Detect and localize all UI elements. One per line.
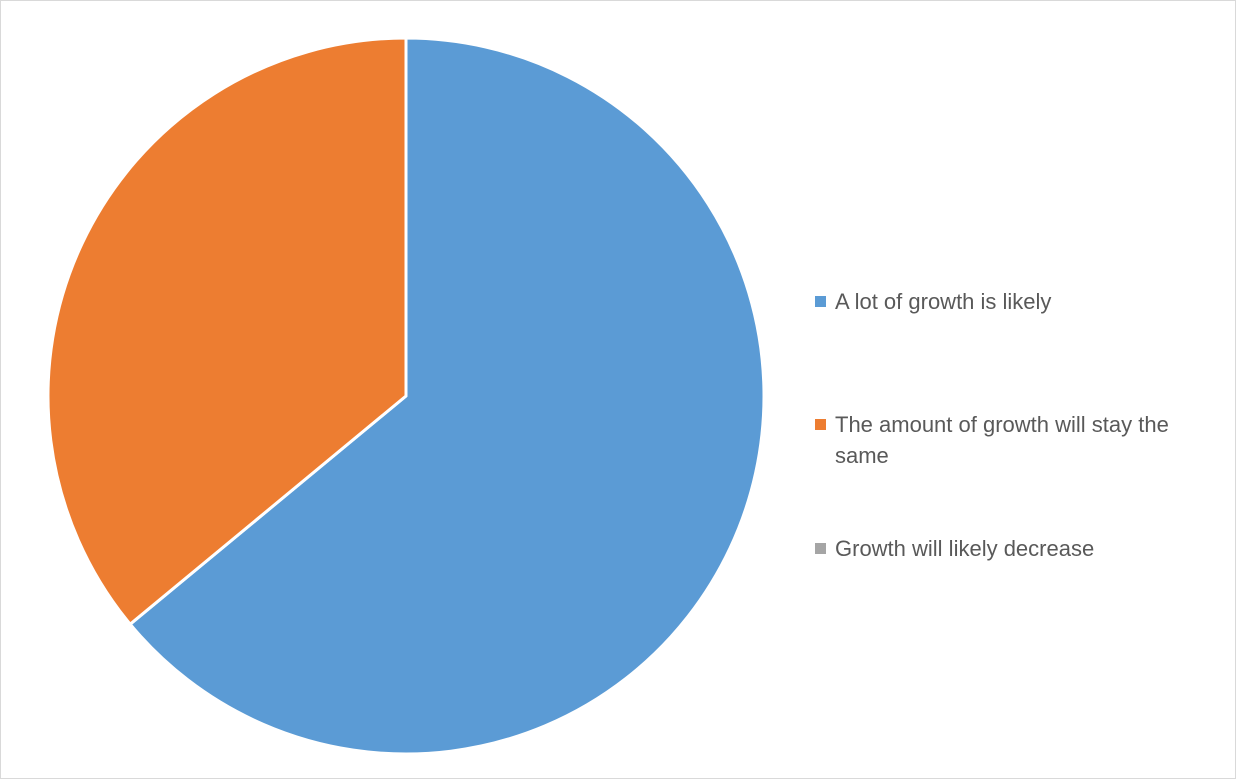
legend-swatch (815, 543, 826, 554)
legend-label: Growth will likely decrease (835, 536, 1095, 561)
pie-slice-1 (128, 36, 766, 756)
legend-swatch (815, 419, 826, 430)
legend-item-growth-same: The amount of growth will stay the same (815, 409, 1220, 471)
legend-swatch (815, 296, 826, 307)
legend-item-growth-likely: A lot of growth is likely (815, 286, 1225, 317)
legend-item-growth-decrease: Growth will likely decrease (815, 533, 1225, 564)
legend-label: The amount of growth will stay the same (835, 412, 1169, 468)
legend-label: A lot of growth is likely (835, 289, 1052, 314)
pie-slice-2 (46, 36, 408, 626)
